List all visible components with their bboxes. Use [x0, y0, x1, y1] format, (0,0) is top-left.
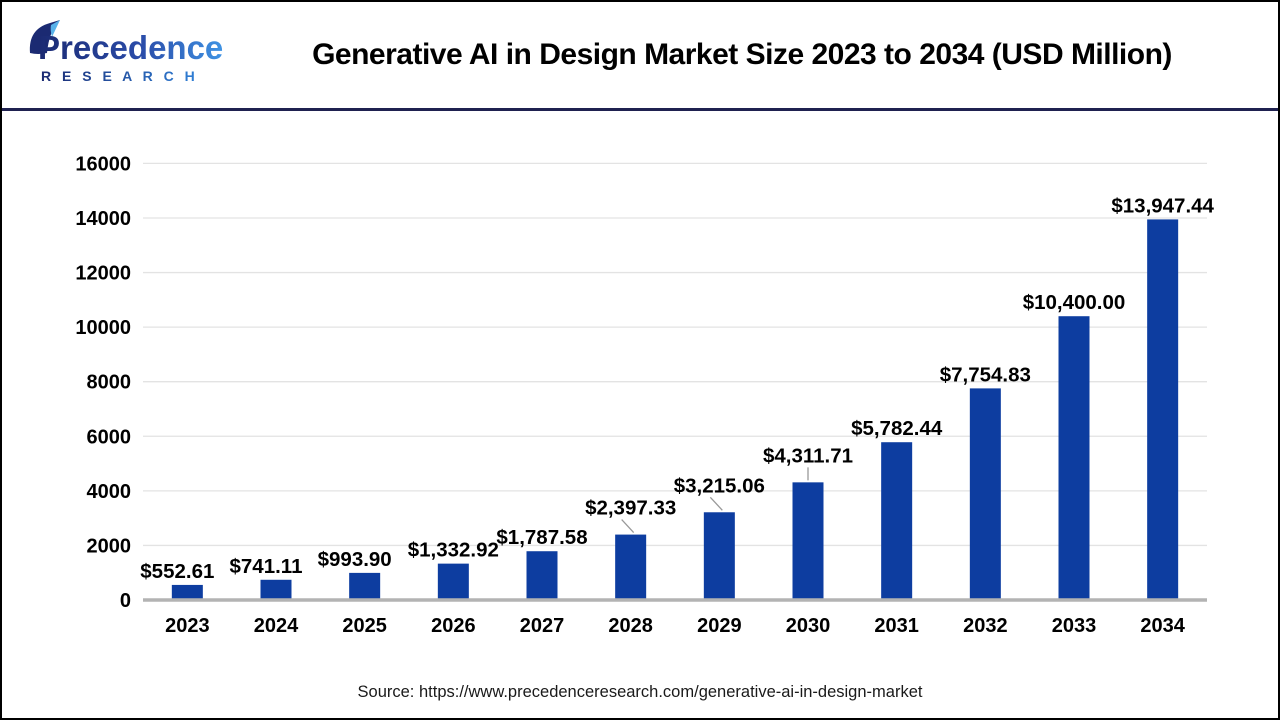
x-tick-label: 2030 — [786, 615, 831, 637]
bar-chart-svg: 0 2000 4000 6000 8000 10000 12000 14000 16000 $55… — [75, 153, 1214, 637]
bar — [881, 442, 913, 600]
y-tick-label: 6000 — [87, 426, 132, 448]
bar-value-label: $4,311.71 — [763, 444, 853, 467]
bar-value-label: $741.11 — [230, 555, 303, 578]
y-tick-label: 14000 — [75, 208, 131, 230]
bar-value-label: $13,947.44 — [1111, 194, 1214, 217]
x-tick-label: 2026 — [431, 615, 476, 637]
chart-area: 0 2000 4000 6000 8000 10000 12000 14000 16000 $55… — [2, 111, 1278, 718]
bar — [792, 482, 824, 600]
x-tick-label: 2029 — [697, 615, 742, 637]
bar — [1147, 219, 1179, 600]
bar — [526, 551, 558, 600]
bar — [615, 534, 647, 600]
x-tick-label: 2023 — [165, 615, 210, 637]
y-tick-label: 4000 — [87, 481, 132, 503]
bar-value-label: $3,215.06 — [674, 474, 765, 497]
y-tick-label: 10000 — [75, 317, 131, 339]
y-tick-label: 8000 — [87, 372, 132, 394]
logo-subtext: R E S E A R C H — [41, 68, 198, 84]
x-tick-label: 2032 — [963, 615, 1008, 637]
bar-value-label: $10,400.00 — [1023, 291, 1126, 314]
bar-value-label: $1,787.58 — [496, 526, 587, 549]
leader-line — [621, 519, 635, 534]
bar-value-label: $7,754.83 — [940, 363, 1031, 386]
page-title: Generative AI in Design Market Size 2023… — [312, 38, 1172, 71]
source-text: Source: https://www.precedenceresearch.c… — [357, 683, 923, 701]
x-tick-label: 2025 — [342, 615, 387, 637]
header: Precedence R E S E A R C H Generative AI… — [2, 2, 1278, 108]
bar — [260, 579, 292, 600]
x-tick-label: 2034 — [1140, 615, 1185, 637]
bar-value-label: $1,332.92 — [408, 539, 499, 562]
header-divider — [2, 108, 1278, 111]
x-tick-label: 2031 — [874, 615, 919, 637]
x-tick-label: 2027 — [520, 615, 565, 637]
leader-line — [709, 496, 723, 511]
y-tick-label: 16000 — [75, 153, 131, 175]
logo-graphic: Precedence R E S E A R C H — [29, 19, 223, 84]
bar — [171, 584, 203, 600]
x-tick-label: 2028 — [608, 615, 653, 637]
title-wrap: Generative AI in Design Market Size 2023… — [236, 38, 1248, 72]
x-tick-label: 2033 — [1052, 615, 1097, 637]
y-tick-label: 2000 — [87, 535, 132, 557]
bar-value-label: $552.61 — [140, 560, 214, 583]
precedence-research-logo: Precedence R E S E A R C H — [24, 17, 236, 94]
logo-wordmark: Precedence — [38, 29, 223, 66]
bar — [703, 512, 735, 600]
y-tick-label: 0 — [120, 590, 131, 612]
x-tick-label: 2024 — [254, 615, 299, 637]
bar-value-label: $2,397.33 — [585, 497, 676, 520]
bar-value-label: $5,782.44 — [851, 417, 943, 440]
bar-value-label: $993.90 — [318, 548, 392, 571]
bar — [969, 388, 1001, 600]
bar — [1058, 316, 1090, 600]
logo-sail-icon — [29, 19, 60, 54]
bar — [437, 563, 469, 600]
y-tick-label: 12000 — [75, 263, 131, 285]
bar — [349, 572, 381, 600]
